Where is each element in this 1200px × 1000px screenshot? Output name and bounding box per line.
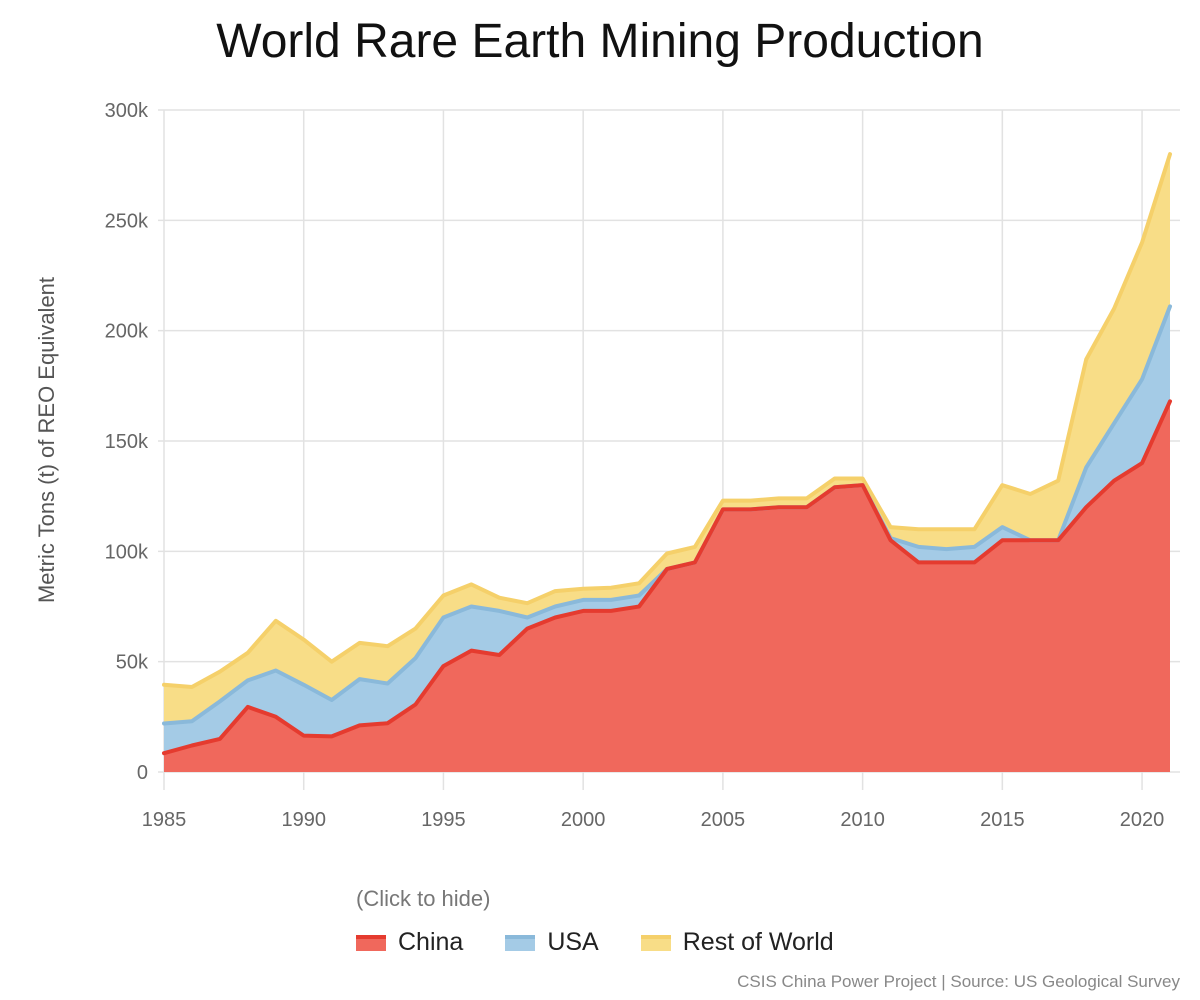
y-tick-label: 50k: [116, 652, 149, 674]
series-lines: [162, 152, 1172, 756]
source-credit: CSIS China Power Project | Source: US Ge…: [737, 972, 1180, 991]
y-tick-label: 200k: [105, 321, 149, 343]
y-tick-label: 100k: [105, 541, 149, 563]
chart-canvas: 0 50k 100k 150k 200k 250k 300k 1985 1990 1995 200…: [34, 100, 1180, 831]
x-tick-label: 2000: [561, 809, 606, 831]
x-tick-label: 1985: [142, 809, 187, 831]
y-tick-label: 300k: [105, 100, 149, 122]
rest-of-world-swatch-icon: [640, 934, 671, 951]
line-rest-of-world[interactable]: [162, 152, 1172, 689]
x-tick-label: 2015: [980, 809, 1025, 831]
x-tick-label: 1995: [421, 809, 466, 831]
area-china[interactable]: [164, 401, 1170, 772]
usa-swatch-icon: [505, 934, 536, 951]
area-rest-of-world[interactable]: [164, 154, 1170, 724]
x-tick-label: 1990: [281, 809, 326, 831]
areas: [164, 154, 1170, 772]
legend-item-usa[interactable]: USA: [505, 928, 599, 957]
x-tick-label: 2010: [840, 809, 885, 831]
y-tick-label: 250k: [105, 210, 149, 232]
legend-label-usa: USA: [547, 928, 599, 956]
area-usa[interactable]: [164, 306, 1170, 754]
line-china[interactable]: [162, 399, 1172, 756]
x-axis: 1985 1990 1995 2000 2005 2010 2015 2020: [142, 809, 1165, 831]
y-axis-label: Metric Tons (t) of REO Equivalent: [34, 277, 59, 603]
legend-item-rest-of-world[interactable]: Rest of World: [640, 928, 834, 957]
legend-label-china: China: [398, 928, 464, 956]
x-tick-label: 2020: [1120, 809, 1165, 831]
china-swatch-icon: [356, 934, 386, 951]
legend-label-rest-of-world: Rest of World: [682, 928, 834, 956]
y-axis: 0 50k 100k 150k 200k 250k 300k: [105, 100, 149, 784]
y-tick-label: 0: [137, 762, 148, 784]
x-tick-label: 2005: [701, 809, 746, 831]
legend: China USA Rest of World: [356, 928, 876, 957]
y-tick-label: 150k: [105, 431, 149, 453]
chart-title: World Rare Earth Mining Production: [216, 15, 984, 68]
legend-item-china[interactable]: China: [356, 928, 463, 957]
legend-hint: (Click to hide): [356, 886, 491, 911]
